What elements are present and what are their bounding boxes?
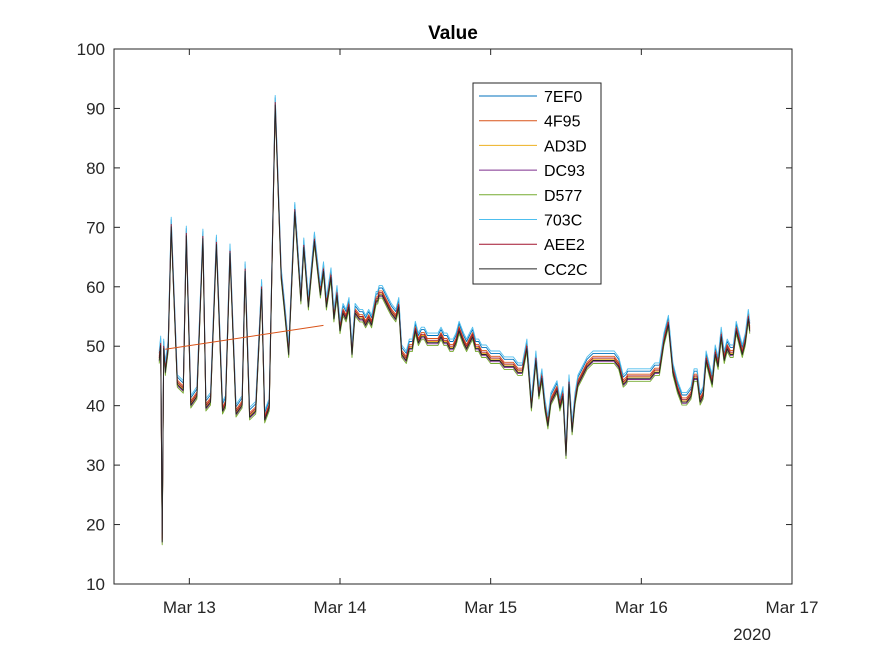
y-axis: 10 20 30 40 50 60 70 80 90 100	[77, 40, 792, 594]
x-tick-label: Mar 16	[615, 598, 668, 617]
y-tick-label: 20	[86, 516, 105, 535]
y-tick-label: 30	[86, 456, 105, 475]
legend-items: 7EF0 4F95 AD3D DC93 D577 703C AEE2 CC2C	[479, 89, 588, 279]
x-tick-label: Mar 13	[163, 598, 216, 617]
x-axis-year-label: 2020	[733, 625, 771, 644]
legend: 7EF0 4F95 AD3D DC93 D577 703C AEE2 CC2C	[472, 82, 602, 285]
gap-segment-4f95	[165, 324, 324, 350]
legend-label: 7EF0	[544, 89, 582, 106]
series-layer	[158, 94, 751, 546]
series-line-703c	[158, 94, 751, 533]
y-tick-label: 80	[86, 159, 105, 178]
y-tick-label: 100	[77, 40, 105, 59]
y-tick-label: 10	[86, 575, 105, 594]
x-tick-label: Mar 15	[464, 598, 517, 617]
x-tick-label: Mar 14	[314, 598, 367, 617]
legend-label: AD3D	[544, 138, 587, 155]
legend-box	[472, 82, 602, 285]
legend-label: 4F95	[544, 114, 581, 131]
y-tick-label: 50	[86, 337, 105, 356]
plot-area	[114, 49, 792, 584]
y-tick-label: 40	[86, 397, 105, 416]
legend-label: CC2C	[544, 262, 588, 279]
y-tick-label: 90	[86, 99, 105, 118]
chart-title: Value	[428, 23, 478, 44]
series-line-cc2c	[158, 104, 751, 543]
plot-frame	[113, 48, 793, 585]
legend-label: D577	[544, 188, 582, 205]
legend-label: DC93	[544, 163, 585, 180]
x-tick-label: Mar 17	[766, 598, 819, 617]
y-tick-label: 60	[86, 278, 105, 297]
x-axis: Mar 13 Mar 14 Mar 15 Mar 16 Mar 17	[163, 49, 819, 617]
legend-label: AEE2	[544, 237, 585, 254]
y-tick-label: 70	[86, 218, 105, 237]
legend-label: 703C	[544, 213, 582, 230]
